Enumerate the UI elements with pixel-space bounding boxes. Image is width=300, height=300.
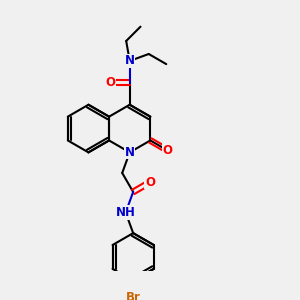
Text: O: O [163,144,173,157]
Text: Br: Br [126,291,141,300]
Text: N: N [125,146,135,159]
Text: NH: NH [116,206,136,219]
Text: N: N [125,54,135,68]
Text: O: O [145,176,155,189]
Text: O: O [105,76,115,89]
